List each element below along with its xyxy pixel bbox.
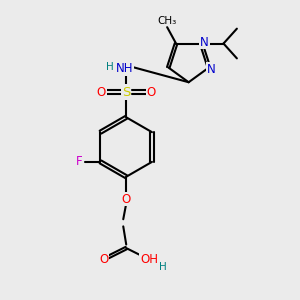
Text: O: O	[99, 254, 109, 266]
Text: S: S	[122, 85, 130, 98]
Text: F: F	[76, 155, 82, 168]
Text: NH: NH	[116, 62, 134, 75]
Text: O: O	[147, 85, 156, 98]
Text: CH₃: CH₃	[158, 16, 177, 26]
Text: H: H	[106, 62, 114, 72]
Text: OH: OH	[140, 253, 158, 266]
Text: N: N	[200, 35, 208, 49]
Text: O: O	[122, 193, 131, 206]
Text: O: O	[96, 85, 106, 98]
Text: H: H	[159, 262, 167, 272]
Text: N: N	[207, 63, 216, 76]
